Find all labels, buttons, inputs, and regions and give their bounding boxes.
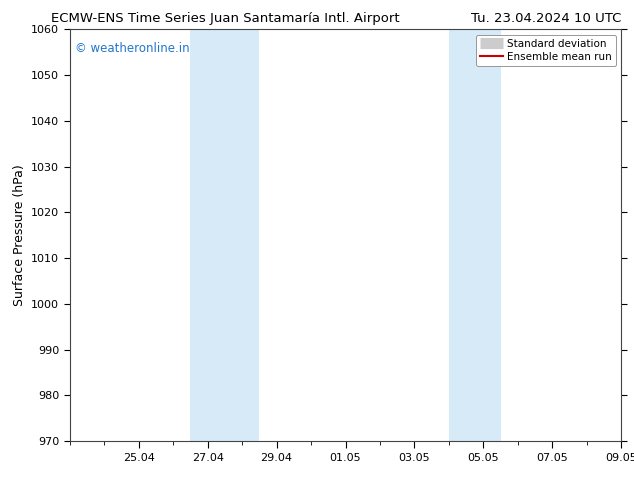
Legend: Standard deviation, Ensemble mean run: Standard deviation, Ensemble mean run (476, 35, 616, 66)
Text: ECMW-ENS Time Series Juan Santamaría Intl. Airport: ECMW-ENS Time Series Juan Santamaría Int… (51, 12, 399, 25)
Bar (449, 29, 501, 441)
Text: © weatheronline.in: © weatheronline.in (75, 42, 190, 55)
Text: Tu. 23.04.2024 10 UTC: Tu. 23.04.2024 10 UTC (471, 12, 621, 25)
Y-axis label: Surface Pressure (hPa): Surface Pressure (hPa) (13, 164, 25, 306)
Bar (190, 29, 259, 441)
